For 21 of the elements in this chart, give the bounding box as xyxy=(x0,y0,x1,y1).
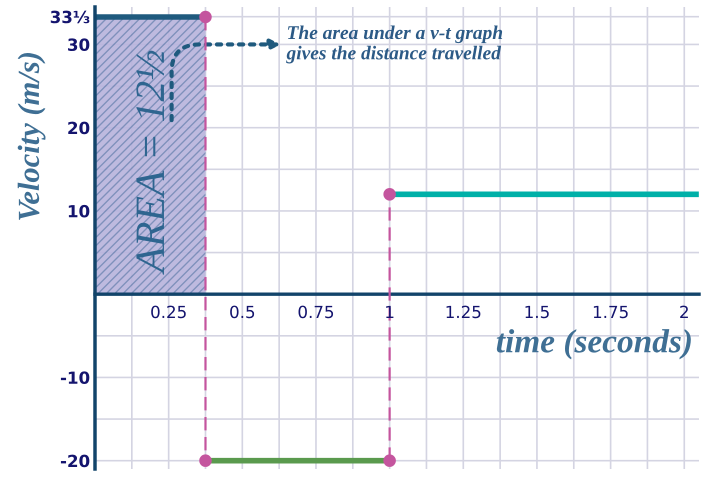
y-tick-label: 33⅓ xyxy=(50,10,90,24)
annotation: The area under a v-t graph gives the distance travelled xyxy=(286,25,502,64)
y-tick-label: -10 xyxy=(60,371,90,384)
y-axis-title: Velocity (m/s) xyxy=(18,53,46,220)
point xyxy=(199,10,212,24)
x-tick-label: 1.5 xyxy=(526,306,549,318)
y-tick-label: 10 xyxy=(68,204,90,218)
y-tick-label: 20 xyxy=(68,122,90,134)
x-tick-label: 0.75 xyxy=(298,306,334,318)
x-tick-label: 1.75 xyxy=(594,306,628,318)
x-tick-label: 1.25 xyxy=(446,306,480,318)
point xyxy=(383,454,396,467)
point xyxy=(199,454,212,467)
x-axis-title: time (seconds) xyxy=(496,329,691,360)
x-tick-label: 0.25 xyxy=(151,306,186,318)
y-tick-label: -20 xyxy=(60,454,90,468)
point xyxy=(383,188,396,201)
x-tick-label: 2 xyxy=(680,306,688,318)
x-tick-label: 0.5 xyxy=(230,306,254,318)
annotation: AREA = 12½ xyxy=(136,50,164,275)
y-tick-label: 30 xyxy=(68,38,90,52)
